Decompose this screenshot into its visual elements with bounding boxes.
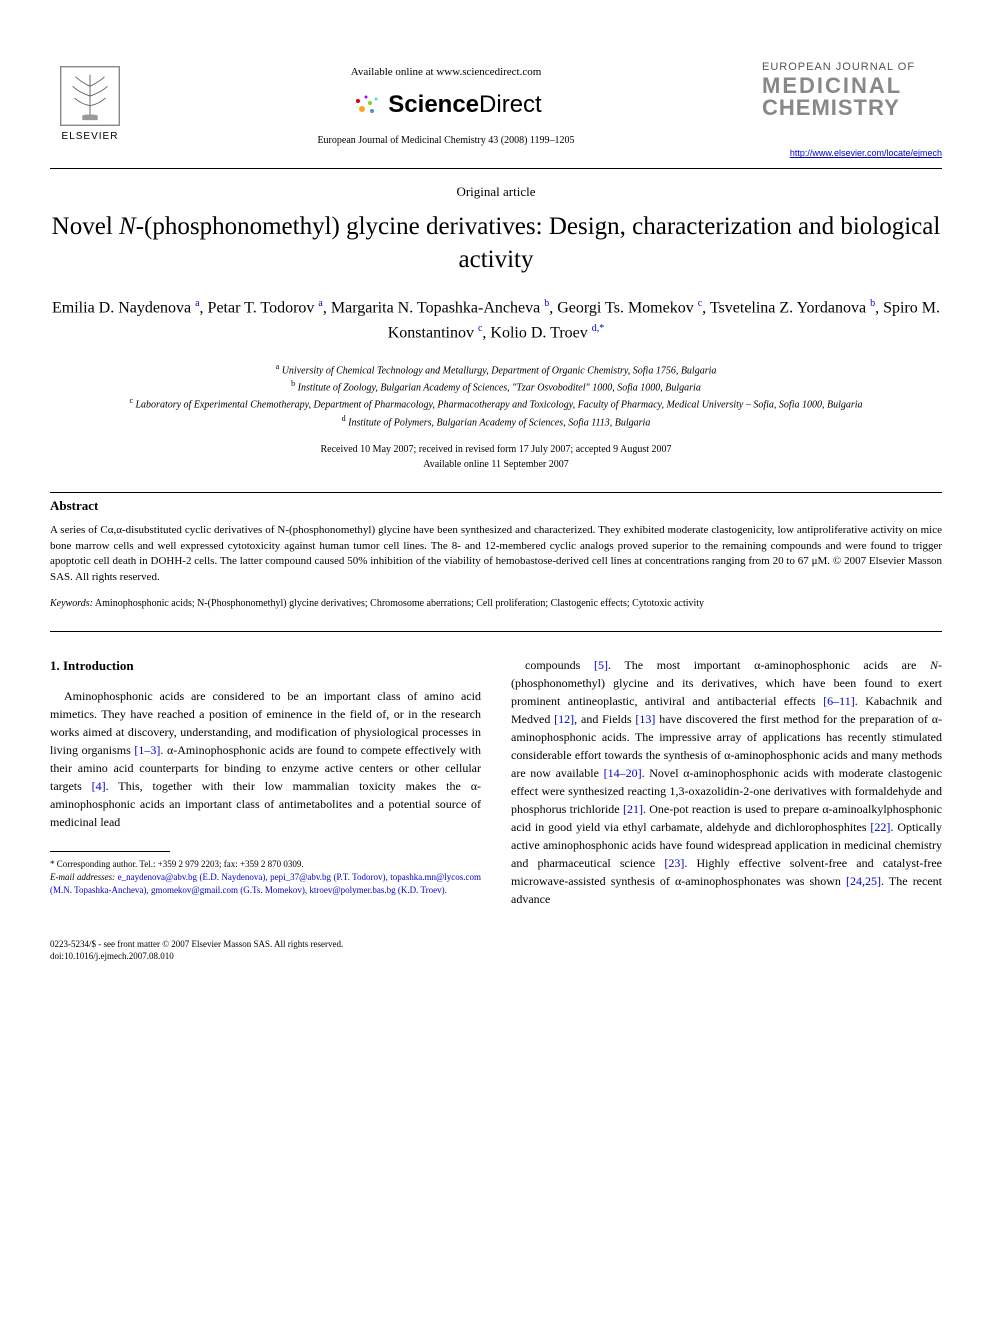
footnotes: * Corresponding author. Tel.: +359 2 979…: [50, 858, 481, 896]
left-column: 1. Introduction Aminophosphonic acids ar…: [50, 656, 481, 908]
header-row: ELSEVIER Available online at www.science…: [50, 60, 942, 160]
copyright-line: 0223-5234/$ - see front matter © 2007 El…: [50, 938, 942, 951]
email-addresses: E-mail addresses: e_naydenova@abv.bg (E.…: [50, 871, 481, 896]
elsevier-logo: ELSEVIER: [50, 60, 130, 150]
center-header: Available online at www.sciencedirect.co…: [130, 60, 762, 148]
right-column: compounds [5]. The most important α-amin…: [511, 656, 942, 908]
available-date: Available online 11 September 2007: [50, 457, 942, 472]
pre-abstract-rule: [50, 492, 942, 493]
journal-link[interactable]: http://www.elsevier.com/locate/ejmech: [762, 147, 942, 160]
body-columns: 1. Introduction Aminophosphonic acids ar…: [50, 656, 942, 908]
sciencedirect-icon: [350, 89, 382, 121]
article-title: Novel N-(phosphonomethyl) glycine deriva…: [50, 211, 942, 276]
article-dates: Received 10 May 2007; received in revise…: [50, 442, 942, 472]
intro-paragraph-right: compounds [5]. The most important α-amin…: [511, 656, 942, 908]
header-rule: [50, 168, 942, 169]
doi-line: doi:10.1016/j.ejmech.2007.08.010: [50, 950, 942, 963]
intro-paragraph-left: Aminophosphonic acids are considered to …: [50, 687, 481, 831]
abstract-header: Abstract: [50, 497, 942, 515]
post-abstract-rule: [50, 631, 942, 632]
footnote-separator: [50, 851, 170, 852]
authors-list: Emilia D. Naydenova a, Petar T. Todorov …: [50, 296, 942, 345]
corresponding-author: * Corresponding author. Tel.: +359 2 979…: [50, 858, 481, 871]
elsevier-tree-icon: [60, 66, 120, 126]
journal-name-line3: CHEMISTRY: [762, 97, 942, 119]
journal-name-line2: MEDICINAL: [762, 75, 942, 97]
sciencedirect-text: ScienceDirect: [388, 88, 541, 122]
abstract-body: A series of Cα,α-disubstituted cyclic de…: [50, 523, 942, 585]
footer: 0223-5234/$ - see front matter © 2007 El…: [50, 938, 942, 963]
keywords: Keywords: Aminophosphonic acids; N-(Phos…: [50, 597, 942, 611]
received-date: Received 10 May 2007; received in revise…: [50, 442, 942, 457]
sciencedirect-logo: ScienceDirect: [130, 88, 762, 122]
available-online-text: Available online at www.sciencedirect.co…: [130, 65, 762, 80]
citation-line: European Journal of Medicinal Chemistry …: [130, 134, 762, 148]
affiliations: a University of Chemical Technology and …: [50, 361, 942, 430]
journal-logo: EUROPEAN JOURNAL OF MEDICINAL CHEMISTRY …: [762, 60, 942, 160]
elsevier-label: ELSEVIER: [62, 130, 119, 144]
article-type: Original article: [50, 183, 942, 201]
section-1-header: 1. Introduction: [50, 656, 481, 676]
